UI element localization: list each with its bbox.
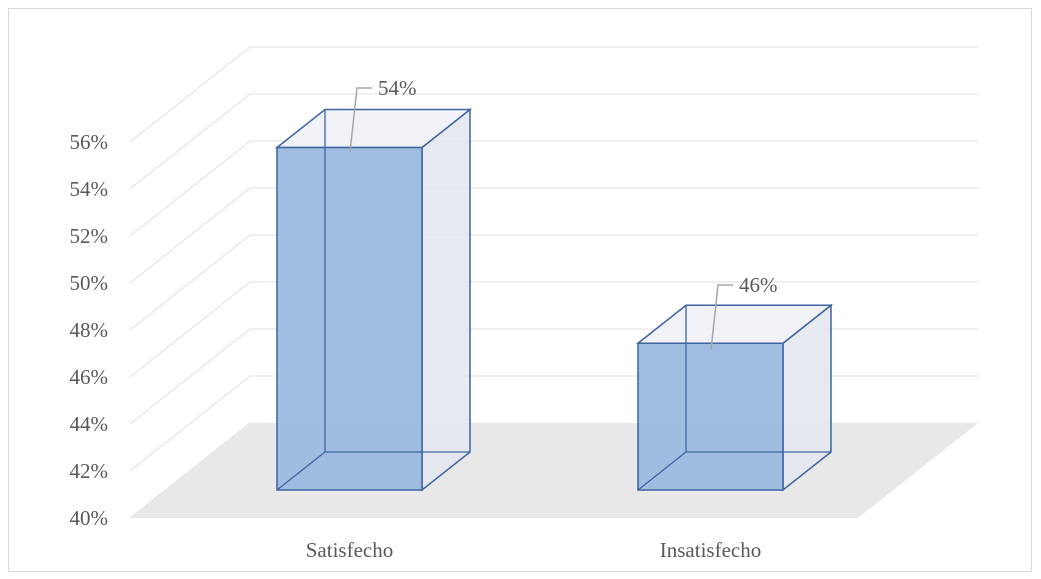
bar-side-face: [421, 107, 471, 492]
y-tick-label: 56%: [70, 130, 109, 154]
y-tick-label: 40%: [70, 506, 109, 530]
y-axis-ticks: 40% 42% 44% 46% 48% 50% 52% 54% 56%: [70, 130, 109, 530]
data-labels: 54% 46%: [349, 76, 778, 351]
floor-plane: [130, 423, 978, 518]
bars: [274, 107, 834, 492]
y-tick-label: 52%: [70, 224, 109, 248]
gridline-side: [129, 46, 251, 143]
data-label-leader: [710, 284, 733, 351]
x-axis-ticks: Satisfecho Insatisfecho: [306, 538, 761, 562]
y-tick-label: 50%: [70, 271, 109, 295]
gridline-side: [129, 375, 251, 472]
y-tick-label: 44%: [70, 412, 109, 436]
y-tick-label: 42%: [70, 459, 109, 483]
y-tick-label: 54%: [70, 177, 109, 201]
x-tick-label: Satisfecho: [306, 538, 393, 562]
data-label: 46%: [739, 273, 778, 297]
gridline-side: [129, 187, 251, 284]
bar-satisfecho: [274, 107, 473, 492]
x-tick-label: Insatisfecho: [660, 538, 761, 562]
bar-front-face: [276, 146, 423, 491]
y-tick-label: 46%: [70, 365, 109, 389]
gridline-side: [129, 281, 251, 378]
gridline-side: [129, 234, 251, 331]
bar-depth-edge: [276, 451, 326, 491]
bar-depth-edge: [637, 451, 687, 491]
bar-front-face: [637, 342, 784, 491]
data-label: 54%: [378, 76, 417, 100]
gridline-side: [129, 328, 251, 425]
bar-insatisfecho: [635, 303, 834, 492]
y-tick-label: 48%: [70, 318, 109, 342]
data-label-leader: [349, 87, 372, 153]
gridline-side: [129, 140, 251, 237]
gridline-side: [129, 93, 251, 190]
floor: [130, 423, 978, 518]
